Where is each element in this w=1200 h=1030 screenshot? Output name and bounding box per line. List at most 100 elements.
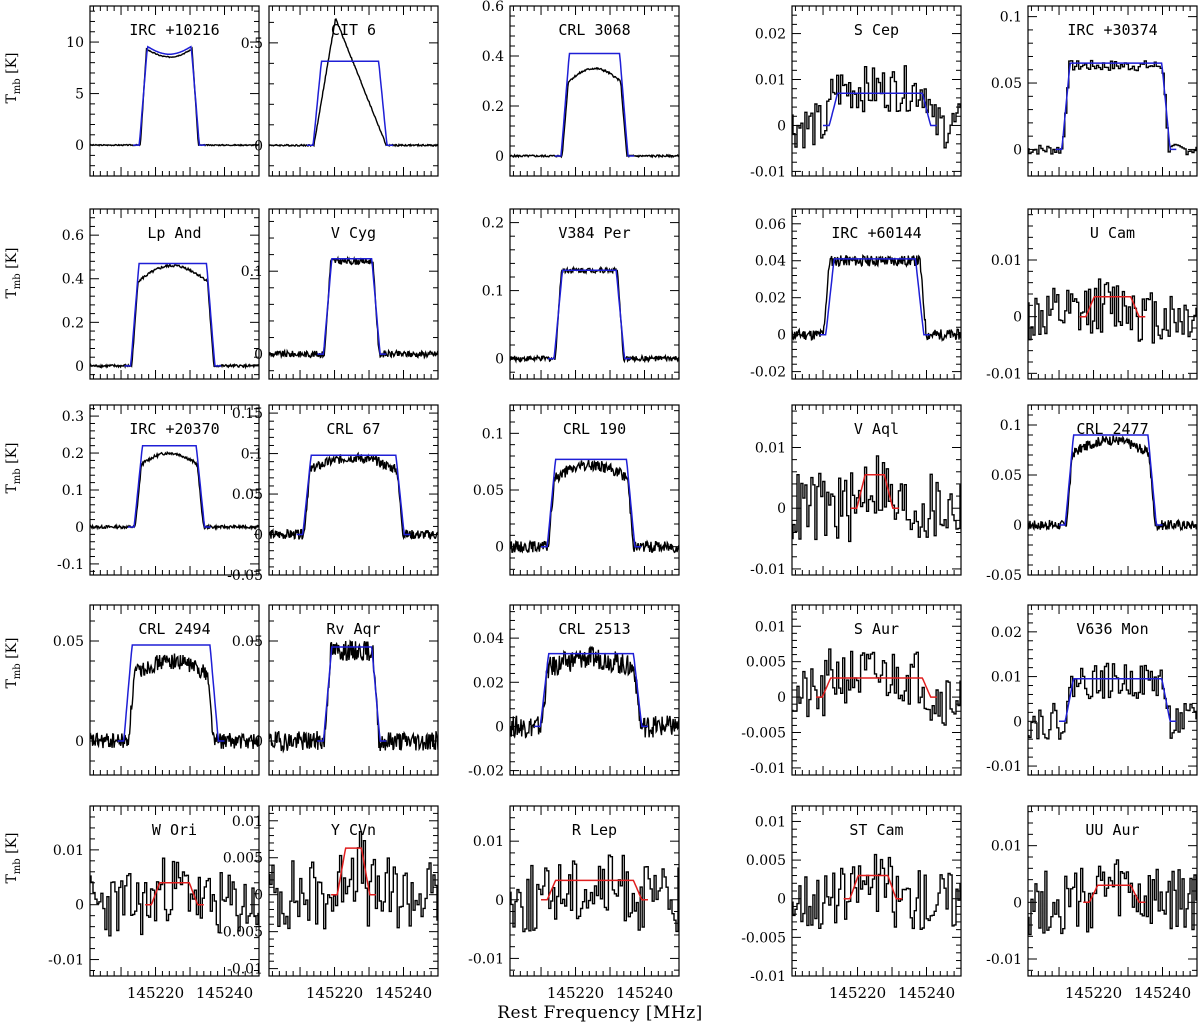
y-tick-label: 0.005	[746, 655, 786, 671]
y-tick-label: 0.4	[62, 272, 84, 288]
model-line	[843, 874, 903, 900]
spectrum-line	[269, 255, 438, 360]
spectrum-line	[510, 645, 679, 739]
y-tick-label: 0.2	[482, 99, 504, 115]
panel-title: V636 Mon	[1076, 620, 1148, 638]
y-tick-label: -0.01	[227, 962, 263, 978]
panel-title: ST Cam	[849, 821, 903, 839]
y-tick-label: 0.05	[473, 483, 504, 499]
y-tick-label: 0.6	[482, 0, 504, 15]
model-line	[534, 652, 648, 728]
model-line	[1059, 434, 1163, 526]
panel-title: V384 Per	[558, 224, 630, 242]
y-tick-label: -0.01	[48, 953, 84, 969]
panel-y-cvn: -0.01 -0.005 0 0.005 0.01 145220 145240 Y CVn	[218, 805, 439, 1002]
spectrum-line	[269, 451, 438, 541]
panel-v636-mon: -0.01 0 0.01 0.02 V636 Mon	[986, 604, 1198, 776]
model-line	[117, 644, 225, 742]
y-tick-label: -0.01	[750, 562, 786, 578]
panel-title: CRL 2513	[558, 620, 630, 638]
y-tick-label: -0.01	[986, 759, 1022, 775]
spectrum-line	[90, 857, 259, 937]
y-tick-label: 0.2	[62, 315, 84, 331]
model-line	[317, 646, 387, 742]
y-tick-label: 0	[777, 892, 786, 908]
y-tick-label: -0.05	[227, 568, 263, 584]
y-tick-label: 0	[254, 528, 263, 544]
model-line	[547, 269, 631, 360]
model-line	[133, 45, 206, 146]
y-tick-label: 0.1	[62, 483, 84, 499]
spectrum-line	[510, 459, 679, 554]
panel-frame	[791, 404, 962, 576]
model-line	[541, 879, 648, 901]
spectrum-line	[792, 853, 961, 930]
x-tick-label: 145240	[616, 984, 673, 1002]
spectrum-line	[1028, 435, 1197, 532]
panel-title: IRC +60144	[831, 224, 921, 242]
panel-title: Rv Aqr	[326, 620, 380, 638]
panel-irc-10216: 0 5 10 IRC +10216	[66, 5, 260, 177]
y-tick-label: 0	[495, 149, 504, 165]
y-tick-label: 0	[254, 138, 263, 154]
panel-frame	[268, 805, 439, 977]
y-tick-label: 0.01	[473, 834, 504, 850]
panel-v-cyg: 0 0.1 V Cyg	[241, 208, 439, 380]
panel-title: V Aql	[854, 420, 899, 438]
y-tick-label: -0.02	[468, 764, 504, 780]
y-tick-label: 0	[75, 138, 84, 154]
spectrum-line	[792, 648, 961, 726]
panel-title: Lp And	[147, 224, 201, 242]
panel-irc-30374: 0 0.05 0.1 IRC +30374	[991, 5, 1198, 177]
ylabel-row-5: Tmb [K]	[4, 832, 23, 884]
panel-frame	[268, 404, 439, 576]
panel-frame	[509, 208, 680, 380]
y-tick-label: 0	[1013, 518, 1022, 534]
panel-title: Y CVn	[331, 821, 376, 839]
ylabel-row-1: Tmb [K]	[4, 52, 23, 104]
x-axis-label: Rest Frequency [MHz]	[497, 1003, 703, 1023]
y-tick-label: 0	[75, 520, 84, 536]
y-tick-label: 0	[75, 734, 84, 750]
y-tick-label: 0.02	[755, 291, 786, 307]
x-tick-label: 145240	[375, 984, 432, 1002]
panel-u-cam: -0.01 0 0.01 U Cam	[986, 208, 1198, 382]
model-line	[317, 258, 387, 355]
panel-frame	[89, 208, 260, 380]
panel-title: R Lep	[572, 821, 617, 839]
panel-lp-and: 0 0.2 0.4 0.6 Lp And	[62, 208, 260, 380]
model-line	[1083, 884, 1146, 904]
panel-title: CIT 6	[331, 21, 376, 39]
panel-title: U Cam	[1090, 224, 1135, 242]
model-line	[296, 454, 411, 536]
ylabel-row-2: Tmb [K]	[4, 247, 23, 299]
y-tick-label: 0.05	[232, 487, 263, 503]
y-tick-label: 0.02	[755, 27, 786, 43]
model-line	[331, 847, 376, 896]
y-tick-label: 0	[777, 690, 786, 706]
y-tick-label: 0.1	[482, 284, 504, 300]
model-line	[145, 882, 204, 906]
spectrum-line	[510, 67, 679, 159]
y-tick-label: 0.02	[473, 675, 504, 691]
y-tick-label: 0.01	[755, 441, 786, 457]
panel-title: V Cyg	[331, 224, 376, 242]
panel-irc-60144: -0.02 0 0.02 0.04 0.06 IRC +60144	[750, 208, 962, 381]
ylabel-row-3: Tmb [K]	[4, 442, 23, 494]
spectrum-line	[90, 451, 259, 531]
y-tick-label: 0	[777, 328, 786, 344]
y-tick-label: 0.01	[991, 253, 1022, 269]
y-tick-label: 0.01	[755, 814, 786, 830]
y-tick-label: 0	[777, 118, 786, 134]
y-tick-label: 0.05	[991, 76, 1022, 92]
panel-irc-20370: -0.1 0 0.1 0.2 0.3 IRC +20370	[57, 404, 260, 576]
model-line	[124, 262, 222, 367]
spectrum-line	[269, 831, 438, 930]
y-tick-label: 0.3	[62, 409, 84, 425]
panel-title: CRL 190	[563, 420, 626, 438]
y-tick-label: 0	[75, 898, 84, 914]
x-tick-label: 145220	[1065, 984, 1122, 1002]
y-tick-label: 0	[254, 888, 263, 904]
y-tick-label: 0.1	[1000, 418, 1022, 434]
y-tick-label: 0	[1013, 714, 1022, 730]
